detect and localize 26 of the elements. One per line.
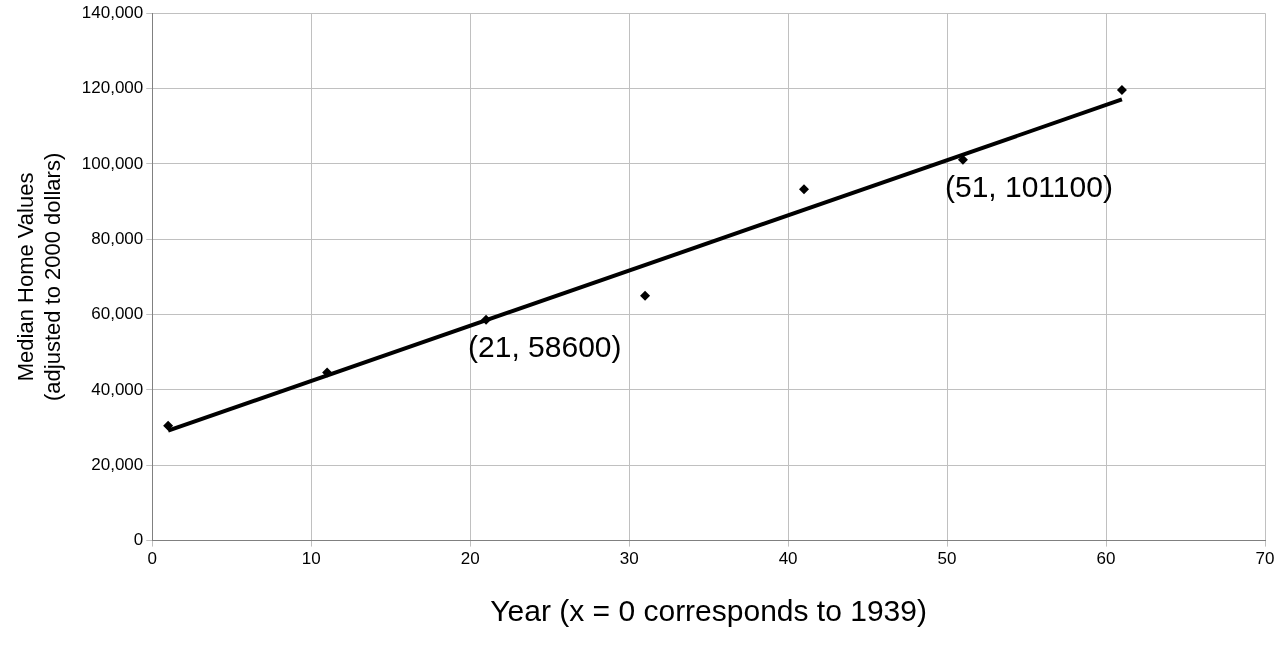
- point: [322, 367, 333, 378]
- y-tick-label: 120,000: [81, 78, 144, 98]
- x-tick-label: 60: [1096, 549, 1116, 569]
- x-tick-label: 0: [147, 549, 157, 569]
- x-tick-label: 50: [937, 549, 957, 569]
- annotation: (51, 101100): [944, 170, 1113, 204]
- x-tick-label: 20: [460, 549, 480, 569]
- point: [799, 184, 809, 195]
- point: [1116, 85, 1127, 96]
- x-tick-label: 30: [619, 549, 639, 569]
- y-tick-label: 100,000: [81, 153, 144, 173]
- x-tick-label: 10: [301, 549, 321, 569]
- x-axis-title: Year (x = 0 corresponds to 1939): [490, 594, 927, 628]
- y-tick-label: 0: [133, 530, 144, 550]
- y-axis-title: Median Home Values (adjusted to 2000 dollars): [13, 152, 65, 402]
- y-tick-label: 40,000: [91, 379, 144, 399]
- point: [640, 290, 651, 301]
- point: [163, 420, 174, 431]
- annotation: (21, 58600): [468, 330, 622, 364]
- y-tick-label: 60,000: [91, 304, 144, 324]
- x-tick-label: 70: [1255, 549, 1275, 569]
- y-tick-label: 20,000: [91, 454, 144, 474]
- y-tick-label: 80,000: [91, 228, 144, 248]
- x-tick-label: 40: [778, 549, 798, 569]
- y-tick-label: 140,000: [81, 2, 144, 22]
- point: [481, 314, 492, 325]
